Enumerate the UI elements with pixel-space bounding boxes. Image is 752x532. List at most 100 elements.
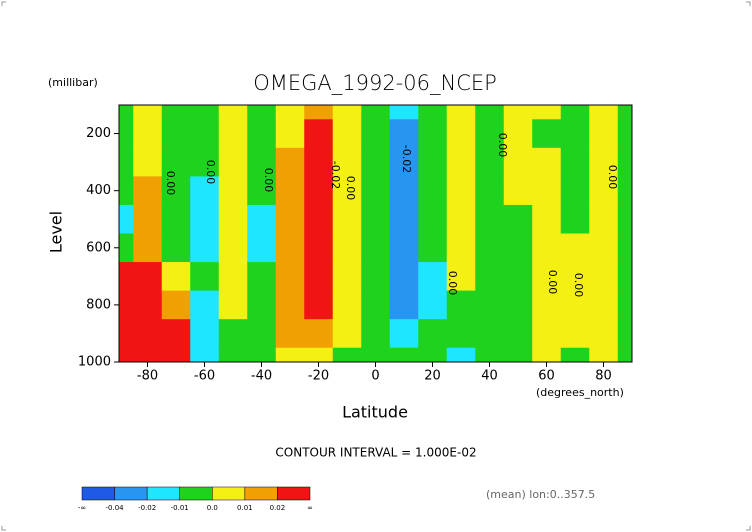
field-cell xyxy=(161,119,191,149)
field-cell xyxy=(418,119,448,149)
field-cell xyxy=(389,290,419,320)
field-cell xyxy=(617,147,632,177)
y-axis-label: Level xyxy=(47,211,66,253)
colorbar-label: ∞ xyxy=(307,504,313,512)
field-cell xyxy=(161,233,191,263)
field-cell xyxy=(475,147,505,177)
x-unit: (degrees_north) xyxy=(536,386,624,399)
x-tick-label: 60 xyxy=(538,369,555,384)
field-cell xyxy=(119,147,134,177)
field-cell xyxy=(560,119,590,149)
field-cell xyxy=(332,119,362,149)
x-tick-label: 20 xyxy=(424,369,441,384)
field-cell xyxy=(389,233,419,263)
field-cell xyxy=(275,262,305,292)
colorbar-label: -0.04 xyxy=(106,504,125,512)
field-cell xyxy=(361,204,391,234)
field-cell xyxy=(190,147,220,177)
contour-labels: 0.00 0.00 0.00 -0.02 0.00-0.020.000.000.00 0.… xyxy=(164,133,619,298)
y-tick-label: 200 xyxy=(86,126,111,141)
field-cell xyxy=(190,105,220,120)
field-cell xyxy=(133,119,163,149)
field-cell xyxy=(503,147,533,177)
colorbar-label: 0.02 xyxy=(270,504,286,512)
field-cell xyxy=(218,290,248,320)
field-cell xyxy=(332,262,362,292)
field-cell xyxy=(361,290,391,320)
field-cell xyxy=(446,319,476,349)
field-cell xyxy=(361,233,391,263)
field-cell xyxy=(589,319,619,349)
field-cell xyxy=(304,347,334,362)
field-cell xyxy=(589,105,619,120)
field-cell xyxy=(332,233,362,263)
field-cell xyxy=(275,147,305,177)
field-cell xyxy=(446,233,476,263)
field-cell xyxy=(332,290,362,320)
field-cell xyxy=(560,233,590,263)
field-cell xyxy=(247,347,277,362)
field-cell xyxy=(532,176,562,206)
field-cell xyxy=(247,204,277,234)
field-cell xyxy=(190,262,220,292)
field-cell xyxy=(560,319,590,349)
field-cell xyxy=(133,176,163,206)
field-cell xyxy=(418,233,448,263)
field-cell xyxy=(247,119,277,149)
x-tick-label: -80 xyxy=(137,369,158,384)
field-cell xyxy=(418,290,448,320)
field-cell xyxy=(190,319,220,349)
field-cell xyxy=(532,290,562,320)
y-tick-label: 600 xyxy=(86,240,111,255)
field-cell xyxy=(617,347,632,362)
field-cell xyxy=(418,319,448,349)
field-cell xyxy=(361,147,391,177)
field-cell xyxy=(503,233,533,263)
field-cell xyxy=(503,290,533,320)
x-tick-label: -60 xyxy=(194,369,215,384)
colorbar-swatch xyxy=(179,486,213,501)
field-cell xyxy=(304,319,334,349)
field-cell xyxy=(247,105,277,120)
field-cell xyxy=(418,105,448,120)
contour-label: 0.00 xyxy=(496,133,509,158)
field-cell xyxy=(560,176,590,206)
field-cell xyxy=(560,204,590,234)
field-cell xyxy=(560,347,590,362)
field-cell xyxy=(133,319,163,349)
field-cell xyxy=(119,119,134,149)
field-cell xyxy=(446,147,476,177)
colorbar-label: -0.01 xyxy=(171,504,189,512)
x-tick-label: -40 xyxy=(251,369,272,384)
colorbar-label: -∞ xyxy=(78,504,86,512)
field-cell xyxy=(133,290,163,320)
contour-interval: CONTOUR INTERVAL = 1.000E-02 xyxy=(275,446,476,460)
field-cell xyxy=(133,204,163,234)
field-cell xyxy=(361,319,391,349)
field-cell xyxy=(589,204,619,234)
field-cell xyxy=(304,176,334,206)
field-cell xyxy=(304,233,334,263)
field-cell xyxy=(361,119,391,149)
field-cell xyxy=(332,176,362,206)
x-tick-label: 80 xyxy=(595,369,612,384)
field-cell xyxy=(475,105,505,120)
field-cell xyxy=(532,319,562,349)
field-cell xyxy=(332,204,362,234)
field-cell xyxy=(161,319,191,349)
field-cell xyxy=(304,290,334,320)
field-cell xyxy=(247,233,277,263)
footer-note: (mean) lon:0..357.5 xyxy=(486,488,595,501)
field-cell xyxy=(589,119,619,149)
field-cell xyxy=(190,233,220,263)
colorbar-swatch xyxy=(81,486,115,501)
field-cell xyxy=(503,319,533,349)
field-cell xyxy=(446,290,476,320)
field-cell xyxy=(275,119,305,149)
field-cell xyxy=(275,176,305,206)
y-unit: (millibar) xyxy=(48,76,98,89)
field-cell xyxy=(617,119,632,149)
contour-label: -0.02 xyxy=(329,161,342,189)
chart-title: OMEGA_1992-06_NCEP xyxy=(253,71,497,95)
field-cell xyxy=(161,262,191,292)
